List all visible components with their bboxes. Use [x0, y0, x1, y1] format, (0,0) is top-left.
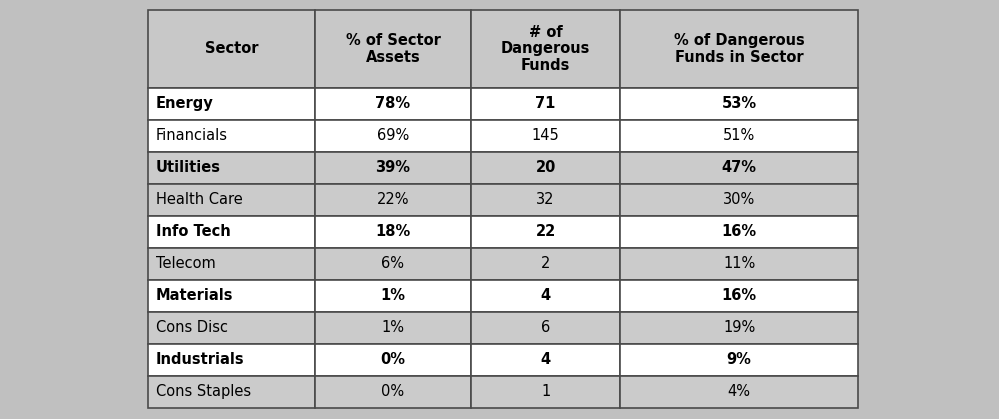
Text: 6%: 6% — [382, 256, 405, 272]
Bar — [620, 10, 858, 88]
Bar — [472, 312, 620, 344]
Bar — [472, 376, 620, 408]
Bar — [472, 10, 620, 88]
Text: 18%: 18% — [376, 224, 411, 239]
Text: 39%: 39% — [376, 160, 411, 175]
Bar — [315, 10, 472, 88]
Bar — [148, 184, 315, 216]
Bar — [620, 376, 858, 408]
Bar — [472, 280, 620, 312]
Text: 78%: 78% — [376, 96, 411, 111]
Text: Health Care: Health Care — [156, 192, 243, 207]
Bar — [315, 344, 472, 376]
Text: 16%: 16% — [721, 224, 756, 239]
Bar — [148, 88, 315, 120]
Bar — [315, 376, 472, 408]
Bar — [620, 88, 858, 120]
Text: % of Dangerous
Funds in Sector: % of Dangerous Funds in Sector — [673, 33, 804, 65]
Text: Materials: Materials — [156, 288, 234, 303]
Text: 145: 145 — [531, 128, 559, 143]
Text: 19%: 19% — [723, 321, 755, 335]
Bar — [472, 216, 620, 248]
Text: 32: 32 — [536, 192, 554, 207]
Bar — [472, 88, 620, 120]
Text: Cons Staples: Cons Staples — [156, 385, 251, 399]
Text: Financials: Financials — [156, 128, 228, 143]
Bar — [148, 120, 315, 152]
Text: 6: 6 — [541, 321, 550, 335]
Text: 0%: 0% — [381, 352, 406, 367]
Bar — [315, 184, 472, 216]
Bar — [620, 184, 858, 216]
Bar — [472, 120, 620, 152]
Bar — [472, 344, 620, 376]
Text: Industrials: Industrials — [156, 352, 245, 367]
Text: 51%: 51% — [723, 128, 755, 143]
Text: # of
Dangerous
Funds: # of Dangerous Funds — [500, 24, 590, 73]
Text: 1%: 1% — [381, 288, 406, 303]
Bar — [620, 152, 858, 184]
Bar — [472, 248, 620, 280]
Bar — [315, 152, 472, 184]
Text: Cons Disc: Cons Disc — [156, 321, 228, 335]
Text: 22: 22 — [535, 224, 555, 239]
Text: 4%: 4% — [727, 385, 750, 399]
Text: % of Sector
Assets: % of Sector Assets — [346, 33, 441, 65]
Text: 1: 1 — [541, 385, 550, 399]
Bar — [148, 280, 315, 312]
Bar — [148, 376, 315, 408]
Bar — [315, 120, 472, 152]
Bar — [315, 280, 472, 312]
Bar — [148, 10, 315, 88]
Text: Telecom: Telecom — [156, 256, 216, 272]
Text: 30%: 30% — [723, 192, 755, 207]
Bar — [315, 248, 472, 280]
Bar — [620, 248, 858, 280]
Bar — [148, 248, 315, 280]
Text: 11%: 11% — [723, 256, 755, 272]
Text: 20: 20 — [535, 160, 555, 175]
Text: 4: 4 — [540, 288, 550, 303]
Text: 1%: 1% — [382, 321, 405, 335]
Text: 4: 4 — [540, 352, 550, 367]
Text: Energy: Energy — [156, 96, 214, 111]
Text: Info Tech: Info Tech — [156, 224, 231, 239]
Text: Sector: Sector — [205, 41, 258, 56]
Bar — [315, 216, 472, 248]
Text: 69%: 69% — [377, 128, 409, 143]
Text: 53%: 53% — [721, 96, 756, 111]
Bar — [620, 280, 858, 312]
Bar — [472, 184, 620, 216]
Text: 0%: 0% — [382, 385, 405, 399]
Bar — [620, 344, 858, 376]
Text: 9%: 9% — [726, 352, 751, 367]
Bar — [315, 312, 472, 344]
Bar — [148, 216, 315, 248]
Bar — [620, 216, 858, 248]
Text: 71: 71 — [535, 96, 555, 111]
Text: 22%: 22% — [377, 192, 410, 207]
Text: 47%: 47% — [721, 160, 756, 175]
Text: 2: 2 — [540, 256, 550, 272]
Bar — [620, 120, 858, 152]
Bar — [472, 152, 620, 184]
Bar — [315, 88, 472, 120]
Text: Utilities: Utilities — [156, 160, 221, 175]
Bar — [148, 312, 315, 344]
Bar — [148, 152, 315, 184]
Bar — [148, 344, 315, 376]
Text: 16%: 16% — [721, 288, 756, 303]
Bar — [620, 312, 858, 344]
